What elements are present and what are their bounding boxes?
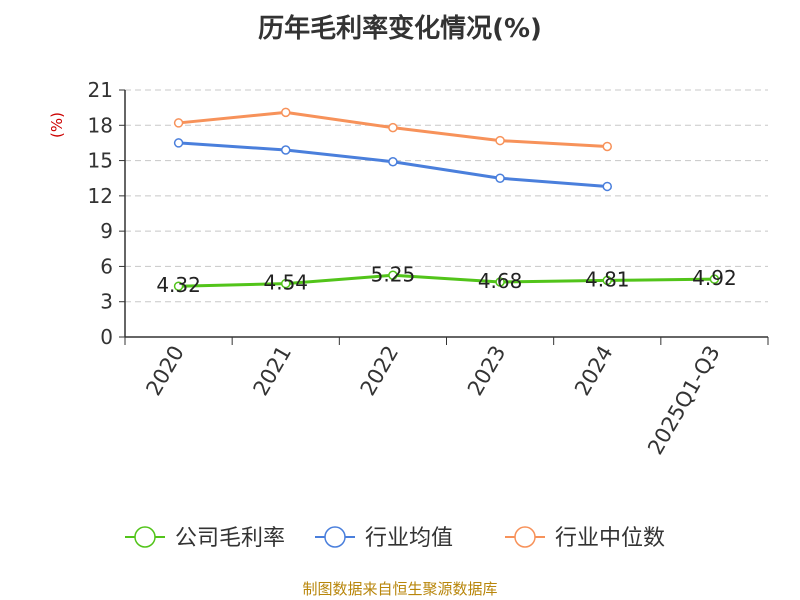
data-point xyxy=(388,270,398,280)
data-point xyxy=(388,156,398,167)
x-tick-label: 2020 xyxy=(141,342,189,400)
data-point xyxy=(602,181,612,192)
x-tick-label: 2021 xyxy=(249,342,297,400)
y-tick-label: 9 xyxy=(100,219,113,243)
y-axis-label: (%) xyxy=(48,112,66,138)
data-point xyxy=(281,107,291,118)
grid-lines xyxy=(125,89,768,303)
legend-label: 行业均值 xyxy=(365,526,453,551)
data-point xyxy=(495,135,505,146)
legend: 公司毛利率 行业均值 行业中位数 xyxy=(125,526,665,551)
y-tick-label: 12 xyxy=(88,184,113,208)
y-tick-label: 3 xyxy=(100,290,113,314)
data-point xyxy=(281,278,291,289)
data-labels: 4.32 4.54 5.25 4.68 4.81 4.92 xyxy=(156,262,736,297)
data-point xyxy=(173,118,184,128)
data-point xyxy=(495,277,505,287)
data-point xyxy=(602,275,612,286)
data-point xyxy=(173,281,184,291)
legend-marker xyxy=(514,526,536,548)
source-note: 制图数据来自恒生聚源数据库 xyxy=(302,580,498,598)
data-label: 4.81 xyxy=(585,267,630,291)
y-tick-label: 18 xyxy=(88,113,113,137)
data-point xyxy=(495,173,505,183)
y-tick-label: 6 xyxy=(100,254,113,278)
data-label: 4.54 xyxy=(263,271,308,295)
legend-marker xyxy=(134,526,156,548)
data-point xyxy=(602,141,612,152)
chart-title: 历年毛利率变化情况(%) xyxy=(258,14,542,44)
x-tick-label: 2025Q1-Q3 xyxy=(643,342,725,459)
series xyxy=(173,107,720,291)
data-label: 4.68 xyxy=(478,269,523,293)
data-point xyxy=(709,274,720,284)
y-tick-label: 21 xyxy=(88,78,113,102)
data-label: 4.32 xyxy=(156,273,201,297)
data-point xyxy=(173,138,184,148)
legend-label: 行业中位数 xyxy=(555,526,665,551)
x-tick-label: 2024 xyxy=(570,342,618,400)
data-label: 5.25 xyxy=(371,262,416,286)
x-tick-label: 2022 xyxy=(356,342,404,400)
x-tick-label: 2023 xyxy=(463,342,511,400)
data-point xyxy=(281,145,291,155)
y-tick-label: 0 xyxy=(100,325,113,349)
data-label: 4.92 xyxy=(692,266,737,290)
legend-marker xyxy=(324,526,346,548)
y-tick-label: 15 xyxy=(88,149,113,173)
legend-label: 公司毛利率 xyxy=(175,526,285,551)
series-line xyxy=(178,273,715,288)
data-point xyxy=(388,122,398,133)
